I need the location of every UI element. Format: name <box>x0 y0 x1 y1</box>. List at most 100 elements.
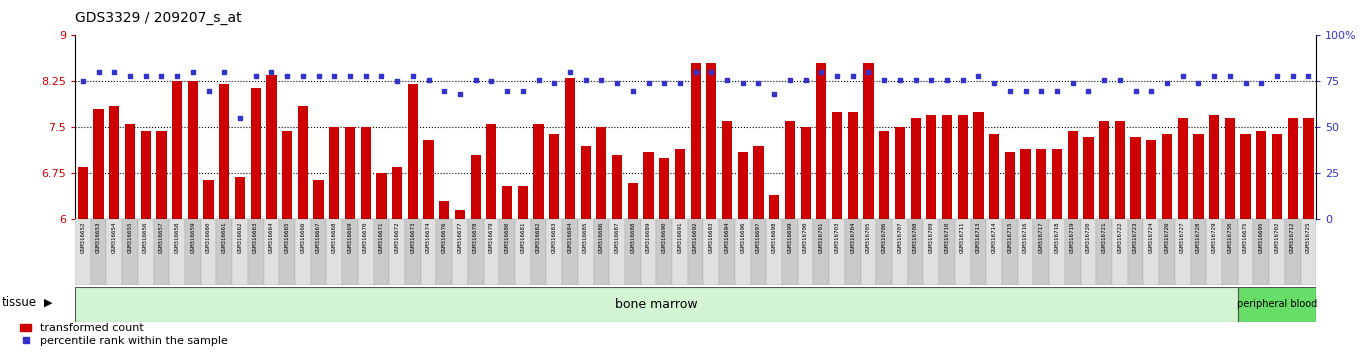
Point <box>449 91 471 97</box>
Bar <box>801 127 810 219</box>
Bar <box>1285 219 1300 285</box>
Text: GSM316713: GSM316713 <box>977 222 981 253</box>
Bar <box>1269 219 1285 285</box>
Text: GSM316695: GSM316695 <box>1259 222 1264 253</box>
Point <box>685 69 707 75</box>
Bar <box>235 177 246 219</box>
Point <box>1015 88 1037 93</box>
Bar <box>1034 219 1049 285</box>
Bar <box>439 201 449 219</box>
Point <box>87 69 109 75</box>
Text: GSM316679: GSM316679 <box>488 222 494 253</box>
Point <box>637 80 659 86</box>
Bar <box>750 219 767 285</box>
Bar <box>767 219 782 285</box>
Point <box>292 73 314 79</box>
Bar <box>1191 219 1206 285</box>
Point <box>340 73 361 79</box>
Text: GSM316683: GSM316683 <box>551 222 557 253</box>
Point <box>653 80 675 86</box>
Text: GSM316698: GSM316698 <box>772 222 776 253</box>
Bar <box>593 219 610 285</box>
Text: GSM316696: GSM316696 <box>741 222 745 253</box>
Text: GSM316685: GSM316685 <box>584 222 588 253</box>
Point <box>1157 80 1178 86</box>
Point <box>371 73 393 79</box>
Bar <box>263 219 280 285</box>
Point <box>591 77 612 82</box>
Bar <box>314 179 323 219</box>
Bar <box>625 219 641 285</box>
Point <box>355 73 376 79</box>
Bar <box>468 219 483 285</box>
Text: GSM316654: GSM316654 <box>112 222 117 253</box>
Point <box>417 77 439 82</box>
Point <box>701 69 723 75</box>
Point <box>104 69 125 75</box>
Bar <box>971 219 986 285</box>
Bar <box>94 109 104 219</box>
Bar <box>266 75 277 219</box>
Bar <box>986 219 1003 285</box>
Bar <box>1177 118 1188 219</box>
Text: GSM316673: GSM316673 <box>411 222 415 253</box>
Point <box>1172 73 1194 79</box>
Point <box>668 80 690 86</box>
Bar <box>342 219 357 285</box>
Bar <box>1300 219 1316 285</box>
Bar <box>154 219 169 285</box>
Text: GSM316674: GSM316674 <box>426 222 431 253</box>
Bar <box>533 124 544 219</box>
Bar <box>923 219 940 285</box>
Bar <box>612 155 622 219</box>
Text: GSM316703: GSM316703 <box>835 222 840 253</box>
Text: GSM316704: GSM316704 <box>850 222 855 253</box>
Text: GSM316676: GSM316676 <box>442 222 447 253</box>
Point <box>921 77 943 82</box>
Text: GSM316702: GSM316702 <box>1274 222 1279 253</box>
Point <box>1251 80 1273 86</box>
Text: GSM316720: GSM316720 <box>1086 222 1091 253</box>
Bar <box>911 118 921 219</box>
Point <box>983 80 1005 86</box>
Bar <box>125 124 135 219</box>
Bar <box>1065 219 1080 285</box>
Bar <box>832 112 842 219</box>
Bar <box>722 121 732 219</box>
Bar <box>311 219 326 285</box>
Text: GSM316656: GSM316656 <box>143 222 149 253</box>
Point <box>72 79 94 84</box>
Text: GSM316662: GSM316662 <box>237 222 243 253</box>
Text: GSM316689: GSM316689 <box>647 222 651 253</box>
Bar <box>483 219 499 285</box>
Bar <box>735 219 750 285</box>
Point <box>1030 88 1052 93</box>
Point <box>889 77 911 82</box>
Bar <box>672 219 687 285</box>
Bar <box>878 131 889 219</box>
Bar <box>123 219 138 285</box>
Text: GSM316707: GSM316707 <box>898 222 903 253</box>
Bar <box>1303 118 1314 219</box>
Bar <box>1131 137 1140 219</box>
Bar <box>420 219 436 285</box>
Bar <box>690 63 701 219</box>
Text: GSM316724: GSM316724 <box>1148 222 1154 253</box>
Text: GSM316730: GSM316730 <box>1228 222 1232 253</box>
Text: GDS3329 / 209207_s_at: GDS3329 / 209207_s_at <box>75 11 241 25</box>
Text: GSM316699: GSM316699 <box>787 222 792 253</box>
Text: GSM316719: GSM316719 <box>1071 222 1075 253</box>
Bar <box>357 219 374 285</box>
Text: GSM316686: GSM316686 <box>599 222 604 253</box>
Bar <box>1018 219 1034 285</box>
Bar <box>1146 140 1157 219</box>
Point <box>261 69 282 75</box>
Bar <box>659 158 670 219</box>
Point <box>606 80 627 86</box>
Text: GSM316678: GSM316678 <box>473 222 479 253</box>
Bar <box>172 81 183 219</box>
Text: GSM316722: GSM316722 <box>1117 222 1123 253</box>
Point <box>1140 88 1162 93</box>
Point <box>574 77 596 82</box>
Bar <box>499 219 516 285</box>
